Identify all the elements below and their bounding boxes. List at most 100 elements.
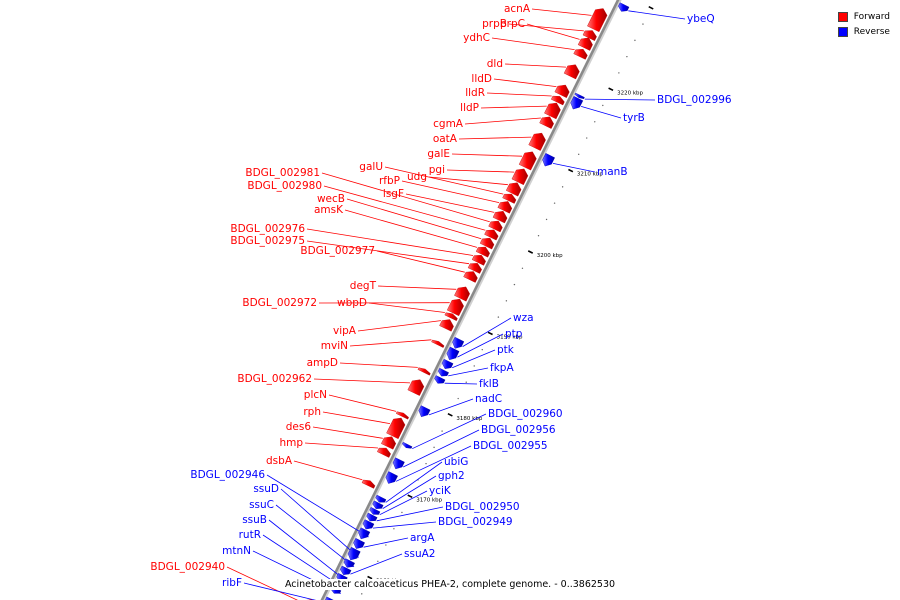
gene-dsbA	[361, 479, 376, 489]
leader-galU	[384, 166, 504, 195]
gene-label-BDGL_002972: BDGL_002972	[242, 297, 317, 309]
gene-label-cgmA: cgmA	[433, 118, 464, 130]
tick-minor	[513, 283, 516, 286]
gene-ssuC	[343, 558, 355, 568]
leader-lldD	[493, 78, 557, 87]
tick-major	[568, 168, 574, 173]
tick-minor	[497, 316, 500, 318]
leader-BDGL_002977	[376, 250, 465, 273]
tick-minor	[505, 300, 508, 302]
tick-minor	[457, 397, 459, 400]
leader-ybeQ	[628, 10, 686, 20]
gene-label-BDGL_002981: BDGL_002981	[245, 167, 320, 179]
gene-label-BDGL_002950: BDGL_002950	[445, 501, 520, 513]
legend-reverse-label: Reverse	[853, 26, 890, 37]
gene-label-BDGL_002956: BDGL_002956	[481, 424, 556, 436]
leader-BDGL_002962	[313, 378, 411, 384]
gene-acnA	[587, 8, 608, 33]
tick-minor	[642, 23, 644, 25]
leader-BDGL_002946	[266, 474, 369, 538]
gene-des6	[381, 436, 397, 450]
tick-minor	[594, 121, 596, 123]
leader-BDGL_002949	[372, 521, 437, 529]
gene-label-gph2: gph2	[438, 470, 465, 482]
tick-major	[447, 412, 453, 417]
gene-BDGL_002976	[471, 254, 486, 266]
leader-ssuD	[280, 488, 359, 558]
tick-minor	[553, 202, 556, 204]
leader-hmp	[304, 442, 379, 449]
leader-BDGL_002981	[321, 172, 490, 223]
gene-label-dsbA: dsbA	[266, 455, 293, 467]
gene-BDGL_002981	[488, 220, 503, 233]
gene-fkpA	[437, 367, 449, 377]
gene-label-vipA: vipA	[333, 325, 357, 337]
gene-yciK	[369, 507, 381, 515]
leader-prpB	[508, 23, 584, 32]
leader-yciK	[379, 490, 428, 516]
leader-dld	[504, 63, 567, 68]
leader-wza	[462, 317, 512, 347]
gene-degT	[454, 286, 470, 302]
leader-argA	[363, 537, 409, 548]
leader-dsbA	[293, 460, 363, 481]
gene-label-BDGL_002940: BDGL_002940	[150, 561, 225, 573]
gene-tyrB	[570, 96, 584, 110]
leader-BDGL_002950	[376, 506, 444, 522]
gene-label-nadC: nadC	[475, 393, 502, 405]
gene-BDGL_002996	[574, 92, 585, 100]
gene-label-lsgF: lsgF	[383, 188, 404, 200]
gene-label-ampD: ampD	[307, 357, 338, 369]
gene-label-BDGL_002980: BDGL_002980	[247, 180, 322, 192]
leader-BDGL_002996	[584, 98, 656, 101]
gene-prpB	[582, 30, 597, 41]
tick-major	[608, 87, 614, 92]
gene-ssuD	[347, 546, 361, 561]
leader-BDGL_002955	[395, 445, 472, 482]
leader-BDGL_002940	[226, 566, 298, 600]
tick-minor	[634, 39, 636, 42]
leader-lldP	[480, 105, 547, 109]
tick-label: 3200 kbp	[537, 253, 563, 259]
gene-label-galE: galE	[427, 148, 450, 160]
leader-rfbP	[401, 180, 500, 203]
leader-ptk	[452, 349, 496, 369]
gene-label-oatA: oatA	[433, 133, 458, 145]
tick-minor	[425, 462, 427, 465]
leader-ssuA2	[350, 553, 403, 575]
gene-label-rph: rph	[303, 406, 321, 418]
gene-wza	[452, 336, 465, 349]
tick-minor	[481, 348, 483, 351]
leader-BDGL_002980	[323, 185, 486, 231]
legend-reverse-swatch	[837, 26, 848, 37]
gene-label-dld: dld	[487, 58, 503, 70]
gene-label-yciK: yciK	[429, 485, 452, 497]
gene-label-ybeQ: ybeQ	[687, 13, 715, 25]
gene-label-prpB: prpB	[482, 18, 507, 30]
tick-label: 3220 kbp	[617, 90, 643, 96]
gene-BDGL_002960	[402, 441, 413, 449]
gene-ssuA2	[340, 565, 352, 575]
gene-manB	[542, 153, 555, 167]
gene-wecB	[479, 237, 495, 250]
gene-label-BDGL_002946: BDGL_002946	[190, 469, 265, 481]
genome-backbone	[320, 0, 620, 600]
tick-minor	[521, 267, 524, 269]
gene-label-ssuD: ssuD	[253, 483, 279, 495]
leader-ptp	[457, 333, 504, 358]
gene-label-prpC: prpC	[500, 18, 525, 30]
gene-BDGL_002950	[366, 512, 378, 522]
leader-acnA	[531, 8, 592, 16]
gene-label-BDGL_002975: BDGL_002975	[230, 235, 305, 247]
leader-degT	[377, 285, 457, 290]
tick-minor	[441, 430, 443, 432]
gene-ptp	[446, 346, 460, 361]
tick-minor	[537, 235, 540, 237]
leader-BDGL_002975	[306, 240, 470, 265]
gene-rfbP	[497, 201, 513, 214]
leader-tyrB	[580, 106, 622, 119]
tick-major	[367, 575, 373, 580]
tick-label: 3190 kbp	[497, 335, 523, 341]
gene-label-lldR: lldR	[465, 87, 485, 99]
